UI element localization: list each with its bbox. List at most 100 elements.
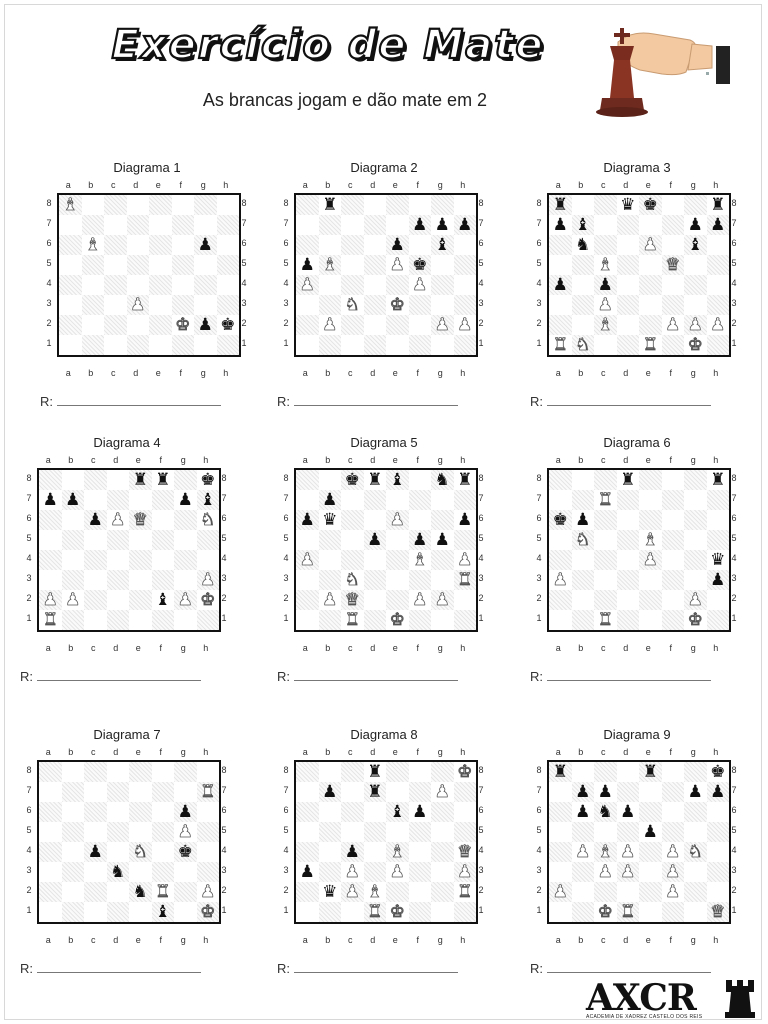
square-a2 xyxy=(549,590,572,610)
rank-label: 3 xyxy=(283,298,289,308)
square-f4 xyxy=(408,842,431,862)
square-h3 xyxy=(453,295,476,315)
rank-label: 5 xyxy=(221,825,227,835)
file-labels: a b c d e f g h xyxy=(547,747,727,757)
square-h4 xyxy=(706,275,729,295)
file-label: f xyxy=(669,455,672,465)
square-f1: ♝ xyxy=(151,902,174,922)
rank-label: 6 xyxy=(241,238,247,248)
white-pawn-icon: ♟ xyxy=(457,549,473,570)
diagram-title: Diagrama 2 xyxy=(350,160,418,175)
rank-label: 3 xyxy=(731,865,737,875)
rank-label: 1 xyxy=(536,905,542,915)
square-a4 xyxy=(39,842,62,862)
file-label: f xyxy=(179,180,182,190)
rank-label: 5 xyxy=(478,825,484,835)
rank-label: 8 xyxy=(221,765,227,775)
black-pawn-icon: ♟ xyxy=(322,489,338,510)
square-f3 xyxy=(408,295,431,315)
square-h2: ♚ xyxy=(196,590,219,610)
square-a6 xyxy=(296,235,319,255)
file-label: e xyxy=(155,368,161,378)
square-h8: ♚ xyxy=(196,470,219,490)
square-c7 xyxy=(84,782,107,802)
rank-label: 1 xyxy=(221,613,227,623)
white-pawn-icon: ♟ xyxy=(552,881,568,902)
square-b4 xyxy=(318,550,341,570)
square-b6 xyxy=(61,802,84,822)
square-e8 xyxy=(386,762,409,782)
rank-label: 5 xyxy=(26,825,32,835)
rank-labels-right: 8 7 6 5 4 3 2 1 xyxy=(219,760,229,920)
white-knight-icon: ♞ xyxy=(575,334,591,355)
square-e1 xyxy=(129,902,152,922)
square-e7 xyxy=(639,215,662,235)
square-a8 xyxy=(296,470,319,490)
square-b6 xyxy=(61,510,84,530)
file-label: h xyxy=(713,368,719,378)
rank-labels-left: 8 7 6 5 4 3 2 1 xyxy=(281,760,291,920)
rank-label: 2 xyxy=(536,885,542,895)
square-a1 xyxy=(549,610,572,630)
rank-label: 3 xyxy=(241,298,247,308)
white-pawn-icon: ♟ xyxy=(620,861,636,882)
square-g8 xyxy=(431,762,454,782)
square-h1 xyxy=(453,335,476,355)
square-b3 xyxy=(318,295,341,315)
rank-labels-right: 8 7 6 5 4 3 2 1 xyxy=(729,193,739,353)
white-queen-icon: ♛ xyxy=(132,509,148,530)
square-c6: ♞ xyxy=(594,802,617,822)
square-d6 xyxy=(126,235,149,255)
square-b8 xyxy=(571,762,594,782)
white-pawn-icon: ♟ xyxy=(642,549,658,570)
square-h5 xyxy=(706,530,729,550)
square-b2: ♟ xyxy=(318,315,341,335)
rank-label: 6 xyxy=(46,238,52,248)
square-b5 xyxy=(318,530,341,550)
white-pawn-icon: ♟ xyxy=(434,781,450,802)
answer-field: R: xyxy=(530,669,711,684)
file-label: g xyxy=(437,455,443,465)
square-b7: ♟ xyxy=(318,489,341,510)
file-label: f xyxy=(416,455,419,465)
square-g4 xyxy=(431,842,454,862)
file-label: e xyxy=(392,747,398,757)
square-c1 xyxy=(84,610,107,630)
square-b3 xyxy=(81,295,104,315)
file-label: c xyxy=(601,643,606,653)
square-h2 xyxy=(706,882,729,902)
file-label: e xyxy=(645,747,651,757)
rank-label: 4 xyxy=(478,278,484,288)
logo-text: AXCR xyxy=(586,977,697,1019)
square-b2 xyxy=(571,590,594,610)
square-c4: ♝ xyxy=(594,842,617,862)
file-label: e xyxy=(135,747,141,757)
axcr-logo: AXCR ACADEMIA DE XADREZ CASTELO DOS REIS xyxy=(582,978,762,1022)
square-a3 xyxy=(296,295,319,315)
square-b4 xyxy=(318,842,341,862)
file-label: f xyxy=(416,180,419,190)
file-label: d xyxy=(370,368,376,378)
file-label: a xyxy=(65,368,71,378)
square-f5: ♛ xyxy=(661,255,684,275)
square-e7 xyxy=(129,490,152,510)
rank-label: 2 xyxy=(26,885,32,895)
square-b8: ♜ xyxy=(318,195,341,215)
file-label: e xyxy=(645,180,651,190)
rank-label: 3 xyxy=(536,865,542,875)
square-b6: ♞ xyxy=(571,235,594,255)
square-g2 xyxy=(684,882,707,902)
square-b1 xyxy=(61,610,84,630)
answer-label: R: xyxy=(20,961,33,976)
square-c7 xyxy=(104,215,127,235)
square-a5 xyxy=(39,530,62,550)
white-knight-icon: ♞ xyxy=(200,509,216,530)
square-a1 xyxy=(296,902,319,922)
rank-label: 4 xyxy=(46,278,52,288)
file-label: g xyxy=(180,455,186,465)
file-labels: a b c d e f g h xyxy=(547,180,727,190)
black-pawn-icon: ♟ xyxy=(42,489,58,510)
square-c2 xyxy=(341,315,364,335)
square-a4: ♟ xyxy=(296,550,319,570)
square-h2: ♜ xyxy=(453,882,476,902)
